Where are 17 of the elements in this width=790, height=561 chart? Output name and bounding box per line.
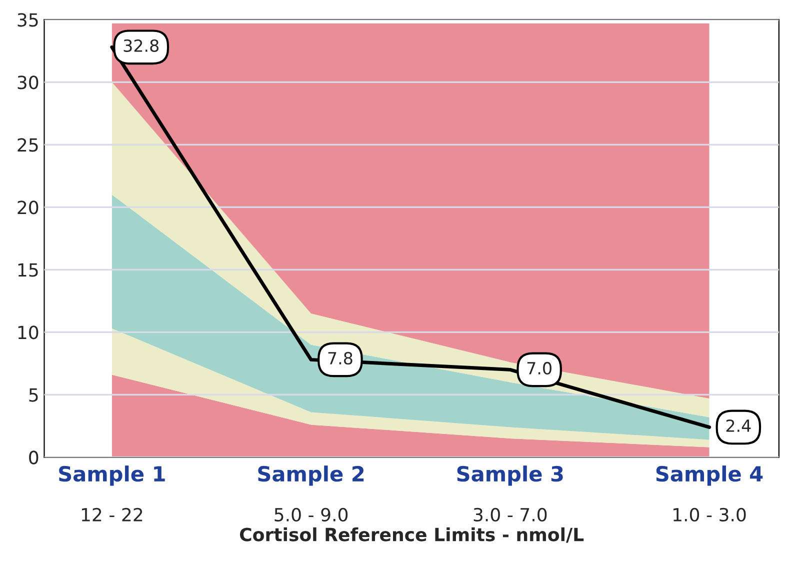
data-label: 7.8: [328, 352, 352, 365]
y-tick-label: 25: [18, 138, 38, 152]
x-axis-title: Cortisol Reference Limits - nmol/L: [240, 527, 584, 543]
y-tick-label: 10: [18, 326, 38, 340]
y-tick-label: 5: [29, 388, 38, 402]
y-tick-label: 35: [18, 13, 38, 27]
data-label: 2.4: [726, 419, 751, 432]
y-tick-label: 15: [18, 263, 38, 277]
data-label: 32.8: [124, 39, 159, 52]
y-tick-label: 0: [29, 450, 38, 464]
category-label: Sample 2 5.0 - 9.0: [258, 466, 364, 522]
category-label: Sample 1 12 - 22: [59, 466, 165, 522]
y-tick-label: 20: [18, 200, 38, 214]
category-label: Sample 4 1.0 - 3.0: [656, 466, 763, 522]
category-label: Sample 3 3.0 - 7.0: [457, 466, 563, 522]
y-tick-label: 30: [18, 76, 38, 90]
data-label: 7.0: [527, 362, 552, 375]
